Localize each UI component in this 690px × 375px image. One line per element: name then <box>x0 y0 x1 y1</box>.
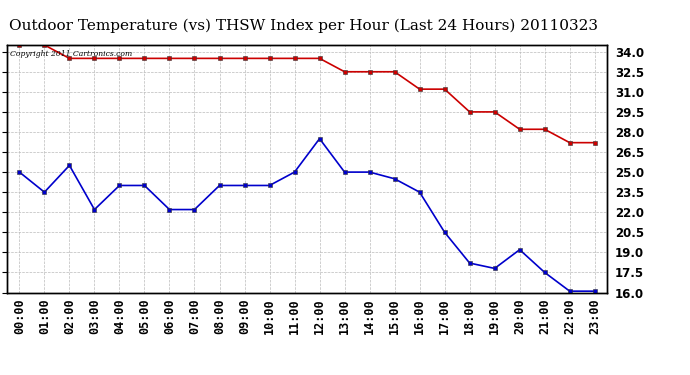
Text: Outdoor Temperature (vs) THSW Index per Hour (Last 24 Hours) 20110323: Outdoor Temperature (vs) THSW Index per … <box>9 19 598 33</box>
Text: Copyright 2011 Cartronics.com: Copyright 2011 Cartronics.com <box>10 50 132 58</box>
